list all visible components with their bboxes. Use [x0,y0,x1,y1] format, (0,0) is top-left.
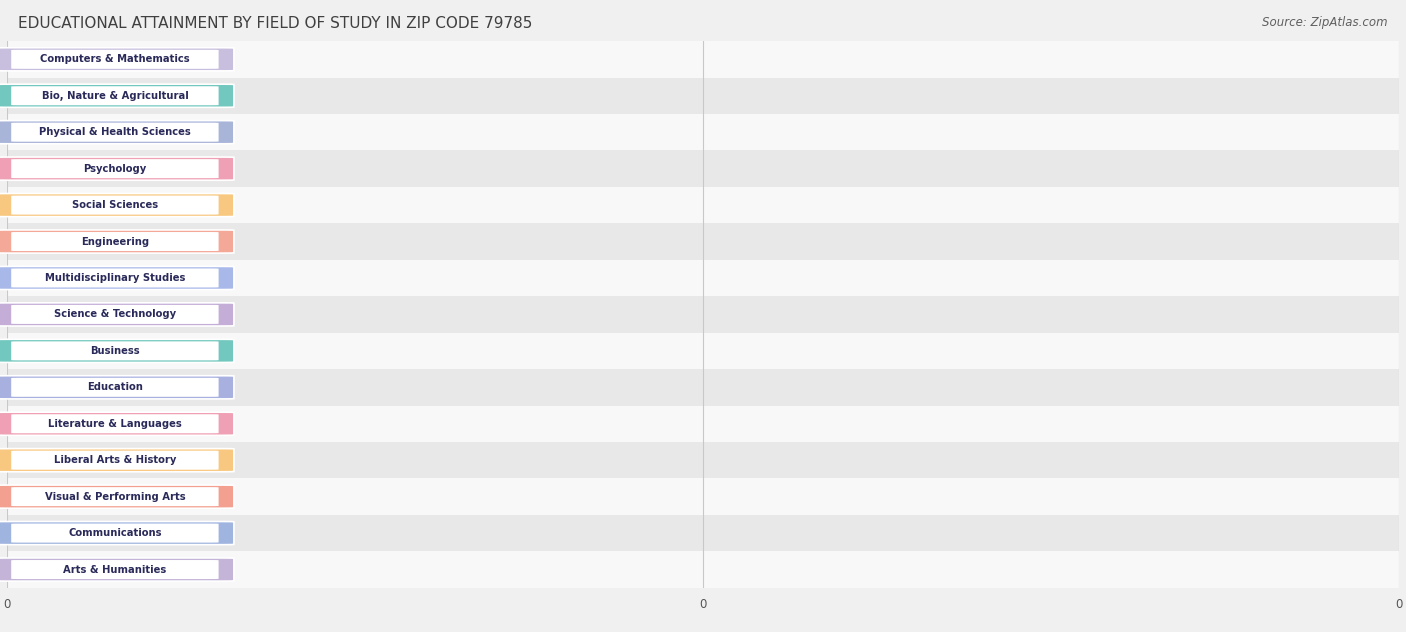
Bar [7,150,1399,187]
Text: Psychology: Psychology [83,164,146,174]
Text: 0: 0 [209,346,217,355]
Text: 0: 0 [209,200,217,210]
FancyBboxPatch shape [11,341,218,360]
FancyBboxPatch shape [0,521,233,545]
FancyBboxPatch shape [11,86,218,106]
Text: Visual & Performing Arts: Visual & Performing Arts [45,492,186,502]
FancyBboxPatch shape [11,159,218,178]
Bar [7,332,1399,369]
Text: 0: 0 [209,456,217,465]
FancyBboxPatch shape [11,305,218,324]
FancyBboxPatch shape [11,487,218,506]
Bar [7,478,1399,515]
Text: Source: ZipAtlas.com: Source: ZipAtlas.com [1263,16,1388,29]
FancyBboxPatch shape [0,485,233,508]
Text: Computers & Mathematics: Computers & Mathematics [41,54,190,64]
FancyBboxPatch shape [0,230,233,253]
FancyBboxPatch shape [11,232,218,251]
Text: Bio, Nature & Agricultural: Bio, Nature & Agricultural [42,91,188,100]
Text: 0: 0 [209,419,217,428]
Text: 0: 0 [209,128,217,137]
Bar [7,41,1399,78]
Bar [7,78,1399,114]
Text: Social Sciences: Social Sciences [72,200,157,210]
Bar [7,515,1399,551]
Text: Multidisciplinary Studies: Multidisciplinary Studies [45,273,186,283]
FancyBboxPatch shape [0,558,233,581]
FancyBboxPatch shape [0,266,233,289]
FancyBboxPatch shape [11,523,218,543]
Text: Liberal Arts & History: Liberal Arts & History [53,455,176,465]
Bar [7,406,1399,442]
Text: Engineering: Engineering [80,236,149,246]
Text: 0: 0 [209,237,217,246]
FancyBboxPatch shape [11,560,218,579]
Text: Science & Technology: Science & Technology [53,310,176,319]
FancyBboxPatch shape [0,303,233,326]
Bar [7,369,1399,406]
Text: Education: Education [87,382,143,392]
Bar [7,296,1399,332]
Bar [7,260,1399,296]
Bar [7,223,1399,260]
FancyBboxPatch shape [0,121,233,144]
Text: 0: 0 [209,565,217,574]
Text: Business: Business [90,346,139,356]
Text: Arts & Humanities: Arts & Humanities [63,564,166,574]
Text: 0: 0 [209,164,217,173]
Bar [7,442,1399,478]
FancyBboxPatch shape [11,269,218,288]
Text: 0: 0 [209,91,217,100]
Text: Physical & Health Sciences: Physical & Health Sciences [39,127,191,137]
FancyBboxPatch shape [11,414,218,434]
Text: 0: 0 [209,310,217,319]
Bar [7,551,1399,588]
FancyBboxPatch shape [0,47,233,71]
FancyBboxPatch shape [11,50,218,69]
Text: Literature & Languages: Literature & Languages [48,419,181,428]
Text: EDUCATIONAL ATTAINMENT BY FIELD OF STUDY IN ZIP CODE 79785: EDUCATIONAL ATTAINMENT BY FIELD OF STUDY… [18,16,533,31]
Text: 0: 0 [209,55,217,64]
FancyBboxPatch shape [11,378,218,397]
FancyBboxPatch shape [0,375,233,399]
FancyBboxPatch shape [11,123,218,142]
Text: 0: 0 [209,274,217,283]
Bar [7,187,1399,223]
Text: 0: 0 [209,383,217,392]
FancyBboxPatch shape [0,193,233,217]
FancyBboxPatch shape [11,451,218,470]
FancyBboxPatch shape [0,339,233,363]
FancyBboxPatch shape [0,412,233,435]
FancyBboxPatch shape [11,195,218,215]
Bar [7,114,1399,150]
Text: 0: 0 [209,528,217,538]
Text: 0: 0 [209,492,217,501]
FancyBboxPatch shape [0,157,233,180]
Text: Communications: Communications [67,528,162,538]
FancyBboxPatch shape [0,84,233,107]
FancyBboxPatch shape [0,449,233,472]
